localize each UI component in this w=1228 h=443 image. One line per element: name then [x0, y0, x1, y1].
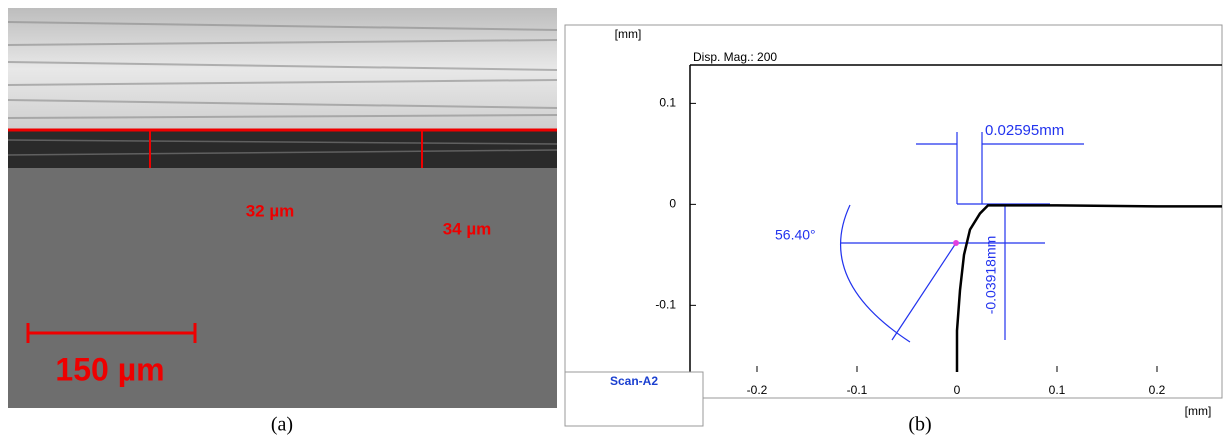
y-tick-label: -0.1	[655, 298, 676, 312]
caption: (a)	[271, 414, 293, 436]
plot-frame	[564, 24, 1223, 399]
scan-label: Scan-A2	[610, 374, 658, 388]
dimension-lines	[840, 132, 1084, 343]
micrograph	[7, 8, 558, 408]
x-tick-label: 0	[954, 383, 961, 397]
x-tick-label: -0.1	[847, 383, 868, 397]
x-tick-label: 0.2	[1149, 383, 1166, 397]
x-tick-label: 0.1	[1049, 383, 1066, 397]
dimension-label: 0.02595mm	[985, 122, 1064, 139]
y-tick-label: 0.1	[659, 96, 676, 110]
y-tick-label: 0	[669, 197, 676, 211]
marker	[953, 240, 959, 246]
caption: (b)	[908, 414, 931, 436]
x-axis-label: [mm]	[1185, 404, 1212, 418]
dimension-label: -0.03918mm	[983, 236, 999, 315]
magnification: Disp. Mag.: 200	[693, 50, 777, 64]
scan-box	[564, 371, 704, 427]
profile-line	[955, 204, 1222, 372]
thickness-label: 32 µm	[246, 201, 295, 220]
thickness-label: 34 µm	[443, 219, 492, 238]
angle-label: 56.40°	[775, 227, 816, 243]
x-tick-label: -0.2	[747, 383, 768, 397]
scale-bar-label: 150 µm	[55, 351, 164, 387]
y-axis-label: [mm]	[615, 27, 642, 41]
